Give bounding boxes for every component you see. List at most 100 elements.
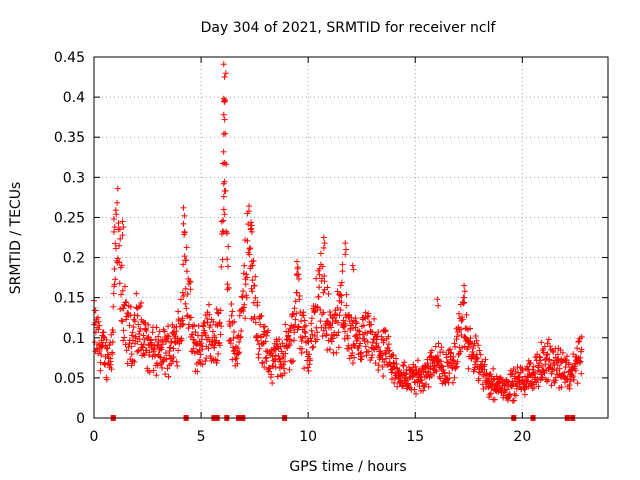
- data-point: [345, 342, 352, 349]
- data-point: [529, 366, 536, 373]
- data-point: [221, 116, 228, 123]
- data-point: [128, 343, 135, 350]
- data-point: [311, 332, 318, 339]
- data-point: [481, 366, 488, 373]
- data-point: [153, 324, 160, 331]
- data-point: [157, 345, 164, 352]
- data-point: [143, 327, 150, 334]
- data-point: [375, 344, 382, 351]
- data-point: [272, 352, 279, 359]
- data-point: [373, 340, 380, 347]
- data-point: [368, 354, 375, 361]
- data-point: [294, 264, 301, 271]
- data-point: [104, 345, 111, 352]
- data-point: [307, 335, 314, 342]
- data-point: [306, 361, 313, 368]
- data-point: [434, 353, 441, 360]
- data-point: [140, 350, 147, 357]
- data-point: [535, 364, 542, 371]
- data-point: [288, 358, 295, 365]
- data-point: [358, 353, 365, 360]
- data-point: [257, 313, 264, 320]
- data-point: [523, 377, 530, 384]
- data-point: [139, 344, 146, 351]
- data-point: [220, 206, 227, 213]
- data-point: [121, 334, 128, 341]
- data-point: [110, 228, 117, 235]
- data-point: [409, 373, 416, 380]
- data-point: [333, 349, 340, 356]
- data-point: [292, 298, 299, 305]
- data-point: [481, 361, 488, 368]
- data-point: [338, 299, 345, 306]
- data-point: [268, 371, 275, 378]
- data-point: [345, 345, 352, 352]
- data-point: [399, 383, 406, 390]
- data-point: [250, 257, 257, 264]
- data-point: [475, 369, 482, 376]
- data-point: [302, 333, 309, 340]
- data-point: [116, 259, 123, 266]
- data-point: [224, 256, 231, 263]
- data-point: [275, 353, 282, 360]
- data-point: [156, 328, 163, 335]
- data-point: [337, 306, 344, 313]
- data-points: [91, 61, 585, 404]
- data-point: [331, 331, 338, 338]
- data-point: [386, 347, 393, 354]
- data-point: [254, 302, 261, 309]
- data-point: [269, 362, 276, 369]
- data-point: [551, 379, 558, 386]
- data-point: [110, 329, 117, 336]
- data-point: [358, 349, 365, 356]
- data-point: [538, 339, 545, 346]
- data-point: [360, 322, 367, 329]
- data-point: [111, 265, 118, 272]
- data-point: [344, 312, 351, 319]
- data-point: [224, 230, 231, 237]
- data-point: [577, 358, 584, 365]
- data-point: [438, 362, 445, 369]
- data-point: [414, 378, 421, 385]
- data-point: [243, 294, 250, 301]
- data-point: [181, 228, 188, 235]
- data-point: [221, 187, 228, 194]
- data-point: [546, 356, 553, 363]
- data-point: [401, 359, 408, 366]
- data-point: [411, 386, 418, 393]
- data-point: [234, 360, 241, 367]
- data-point: [458, 331, 465, 338]
- data-point: [197, 351, 204, 358]
- data-point: [461, 282, 468, 289]
- data-point: [249, 288, 256, 295]
- data-point: [323, 330, 330, 337]
- data-point: [549, 365, 556, 372]
- data-point: [244, 274, 251, 281]
- data-point: [205, 345, 212, 352]
- data-point: [130, 324, 137, 331]
- data-point: [199, 361, 206, 368]
- data-point: [578, 370, 585, 377]
- data-point: [269, 353, 276, 360]
- data-point: [570, 376, 577, 383]
- data-point: [486, 391, 493, 398]
- data-point: [241, 301, 248, 308]
- data-point: [131, 312, 138, 319]
- data-point: [146, 369, 153, 376]
- data-point: [446, 346, 453, 353]
- data-point: [467, 325, 474, 332]
- data-point: [292, 316, 299, 323]
- data-point: [239, 294, 246, 301]
- data-point: [205, 334, 212, 341]
- data-point: [317, 306, 324, 313]
- data-point: [179, 315, 186, 322]
- data-point: [313, 275, 320, 282]
- data-point: [221, 159, 228, 166]
- data-point: [338, 292, 345, 299]
- data-point: [544, 351, 551, 358]
- data-point: [372, 360, 379, 367]
- data-point: [276, 336, 283, 343]
- data-point: [549, 366, 556, 373]
- data-point: [328, 338, 335, 345]
- data-point: [380, 373, 387, 380]
